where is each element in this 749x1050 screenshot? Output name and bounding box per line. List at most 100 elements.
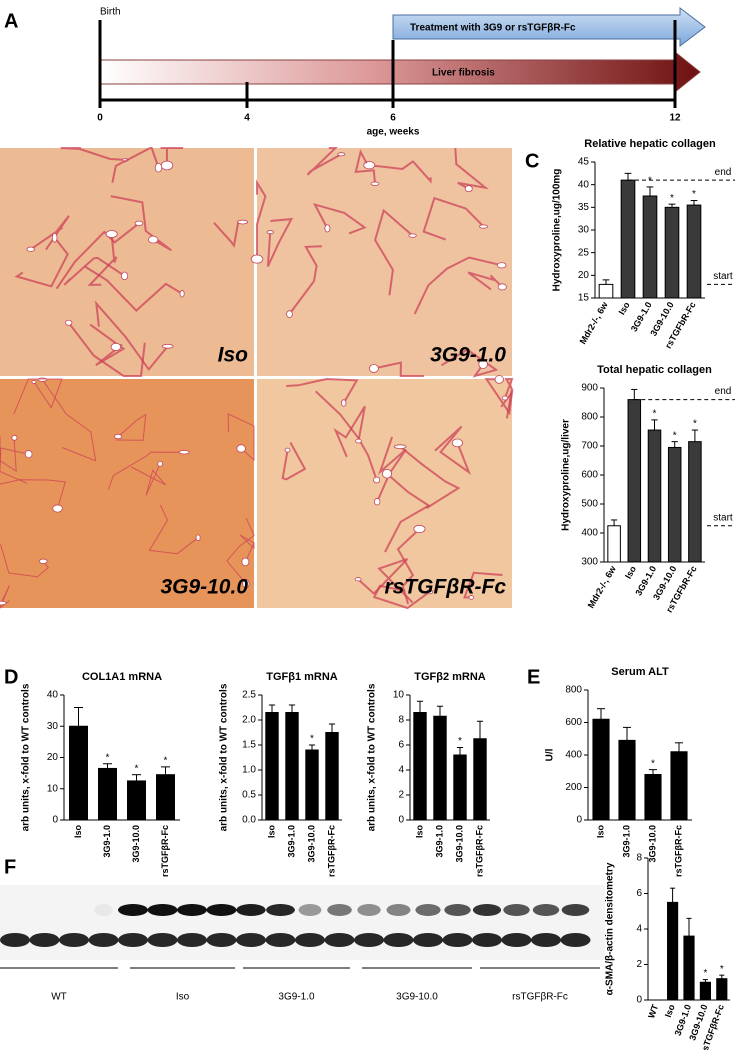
vessel (160, 160, 174, 171)
y-tick-label: 300 (581, 557, 598, 568)
fibrosis-arrow (99, 50, 701, 94)
bar (285, 712, 299, 821)
collagen-septum (413, 256, 502, 315)
y-tick-label: 30 (578, 225, 590, 236)
beta-actin-band (354, 933, 384, 947)
bar (265, 712, 279, 821)
y-tick-label: 6 (636, 888, 642, 899)
y-tick-label: 40 (47, 690, 59, 701)
sma-band (357, 904, 381, 916)
vessel (496, 262, 507, 269)
histology-label: 3G9-10.0 (160, 576, 248, 599)
sma-band (386, 904, 411, 916)
beta-actin-band (560, 933, 591, 947)
y-tick-label: 6 (398, 740, 404, 751)
reference-label: end (715, 386, 732, 397)
vessel (195, 534, 201, 541)
vessel (148, 235, 159, 244)
vessel (464, 185, 473, 193)
sma-band (298, 904, 322, 916)
sma-band (118, 904, 148, 916)
vessel (286, 310, 293, 318)
collagen-septum (160, 147, 184, 166)
sma-band (503, 904, 530, 916)
fibrosis-label: Liver fibrosis (432, 68, 495, 79)
vessel (337, 152, 346, 157)
collagen-septum (373, 361, 424, 377)
bar (667, 901, 679, 1001)
panel-label: E (527, 666, 540, 688)
vessel (114, 433, 123, 440)
significance-marker: * (648, 176, 652, 187)
vessel (468, 595, 474, 600)
collagen-septum (0, 479, 66, 509)
vessel (451, 438, 464, 448)
lane-label: 3G9-1.0 (278, 992, 315, 1003)
significance-marker: * (651, 758, 655, 769)
x-tick-label: rsTGFβR-Fc (474, 825, 484, 877)
vessel (178, 450, 190, 455)
vessel (179, 290, 185, 298)
vessel (11, 434, 18, 441)
histology-image (257, 379, 512, 608)
y-tick-label: 4 (398, 765, 404, 776)
sma-band (266, 904, 295, 916)
x-tick-label: Iso (414, 825, 424, 839)
blot (0, 885, 605, 960)
y-tick-label: 10 (47, 783, 59, 794)
bar (627, 399, 642, 563)
vessel (105, 230, 118, 238)
collagen-septum (376, 436, 407, 503)
y-tick-label: 600 (581, 470, 598, 481)
y-tick-label: 8 (636, 853, 642, 864)
x-tick-label: Mdr2-/-, 6w (578, 299, 611, 346)
collagen-septum (63, 256, 126, 286)
chart-title: COL1A1 mRNA (82, 671, 162, 683)
x-tick-label: Iso (595, 825, 605, 839)
collagen-septum (67, 322, 146, 377)
y-tick-label: 2.5 (242, 690, 256, 701)
vessel (494, 375, 504, 384)
bar (686, 204, 702, 299)
sma-band (206, 904, 237, 916)
histology-label: Iso (218, 344, 249, 367)
bar (667, 446, 682, 563)
beta-actin-band (29, 933, 60, 947)
timeline-axis-label: age, weeks (367, 127, 420, 138)
treatment-arrow (392, 6, 706, 48)
collagen-septum (422, 196, 485, 241)
y-tick-label: 400 (565, 750, 582, 761)
bar (699, 981, 711, 1001)
beta-actin-band (501, 933, 532, 947)
bar (716, 978, 728, 1001)
collagen-septum (354, 149, 376, 184)
vessel (393, 444, 407, 449)
vessel (24, 450, 33, 459)
significance-marker: * (164, 756, 168, 767)
x-tick-label: 3G9-10.0 (454, 825, 464, 863)
bar (670, 751, 688, 821)
bar (305, 749, 319, 821)
y-tick-label: 500 (581, 499, 598, 510)
y-tick-label: 800 (581, 412, 598, 423)
beta-actin-band (118, 933, 148, 947)
beta-actin-band (442, 933, 473, 947)
y-tick-label: 0 (52, 815, 58, 826)
vessel (413, 524, 426, 534)
reference-label: start (713, 271, 733, 282)
collagen-septum (55, 222, 140, 290)
beta-actin-band (531, 933, 561, 947)
collagen-septum (13, 378, 63, 415)
vessel (0, 600, 7, 606)
collagen-septum (374, 208, 414, 296)
beta-actin-band (295, 933, 325, 947)
bar (642, 195, 658, 299)
vessel (501, 395, 509, 401)
sma-band (327, 904, 352, 916)
bar (683, 935, 695, 1001)
vessel (355, 438, 362, 444)
significance-marker: * (670, 193, 674, 204)
beta-actin-band (324, 933, 355, 947)
collagen-septum (131, 463, 166, 496)
